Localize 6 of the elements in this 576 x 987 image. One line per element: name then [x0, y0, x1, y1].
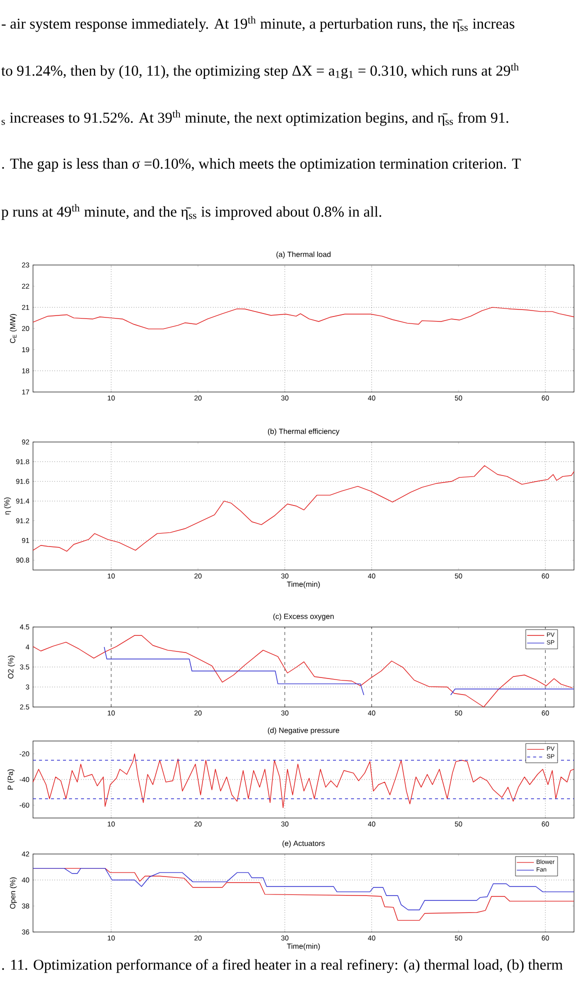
text: $_{s}$ increases to 91.52%. At 39$^{th}$ minute, the next optimization begins, and η̄$_{ss}$ from 91. [2, 110, 508, 126]
text: to 91.24%, then by (10, 11), the optimizing step ΔX = a$_{1}$g$_{1}$ = 0.310, which runs at 29$^{th}$ [1, 63, 519, 79]
text: . The gap is less than σ =0.10%, which meets the optimization termination criterion. T [2, 158, 521, 172]
text: . 11. Optimization performance of a fired heater in a real refinery: (a) thermal load, (b) therm [2, 959, 563, 973]
text: p runs at 49$^{th}$ minute, and the η̄$_{ss}$ is improved about 0.8% in all. [1, 204, 382, 220]
text: - air system response immediately. At 19$^{th}$ minute, a perturbation runs, the η̄$_{ss}$ increas [2, 16, 514, 32]
